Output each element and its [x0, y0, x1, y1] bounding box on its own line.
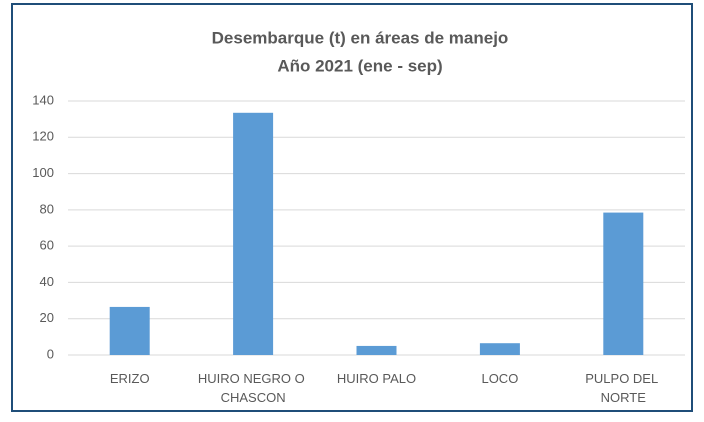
- y-tick-label: 0: [47, 346, 54, 361]
- x-tick-label: HUIRO NEGRO O CHASCON: [198, 371, 309, 405]
- bar: [479, 343, 520, 355]
- y-tick-label: 20: [40, 310, 54, 325]
- x-tick-label: ERIZO: [110, 371, 150, 386]
- y-tick-label: 60: [40, 238, 54, 253]
- y-tick-label: 120: [32, 129, 54, 144]
- bar: [233, 112, 274, 356]
- bar: [356, 345, 397, 355]
- y-tick-label: 140: [32, 92, 54, 107]
- bar: [109, 306, 150, 355]
- x-tick-label: PULPO DEL NORTE: [585, 371, 661, 405]
- chart-title: Desembarque (t) en áreas de manejo: [212, 28, 509, 47]
- y-tick-label: 80: [40, 201, 54, 216]
- chart-subtitle: Año 2021 (ene - sep): [277, 56, 442, 75]
- x-tick-label: LOCO: [481, 371, 518, 386]
- y-tick-label: 100: [32, 165, 54, 180]
- y-tick-label: 40: [40, 274, 54, 289]
- bar: [603, 212, 644, 355]
- x-tick-label: HUIRO PALO: [337, 371, 416, 386]
